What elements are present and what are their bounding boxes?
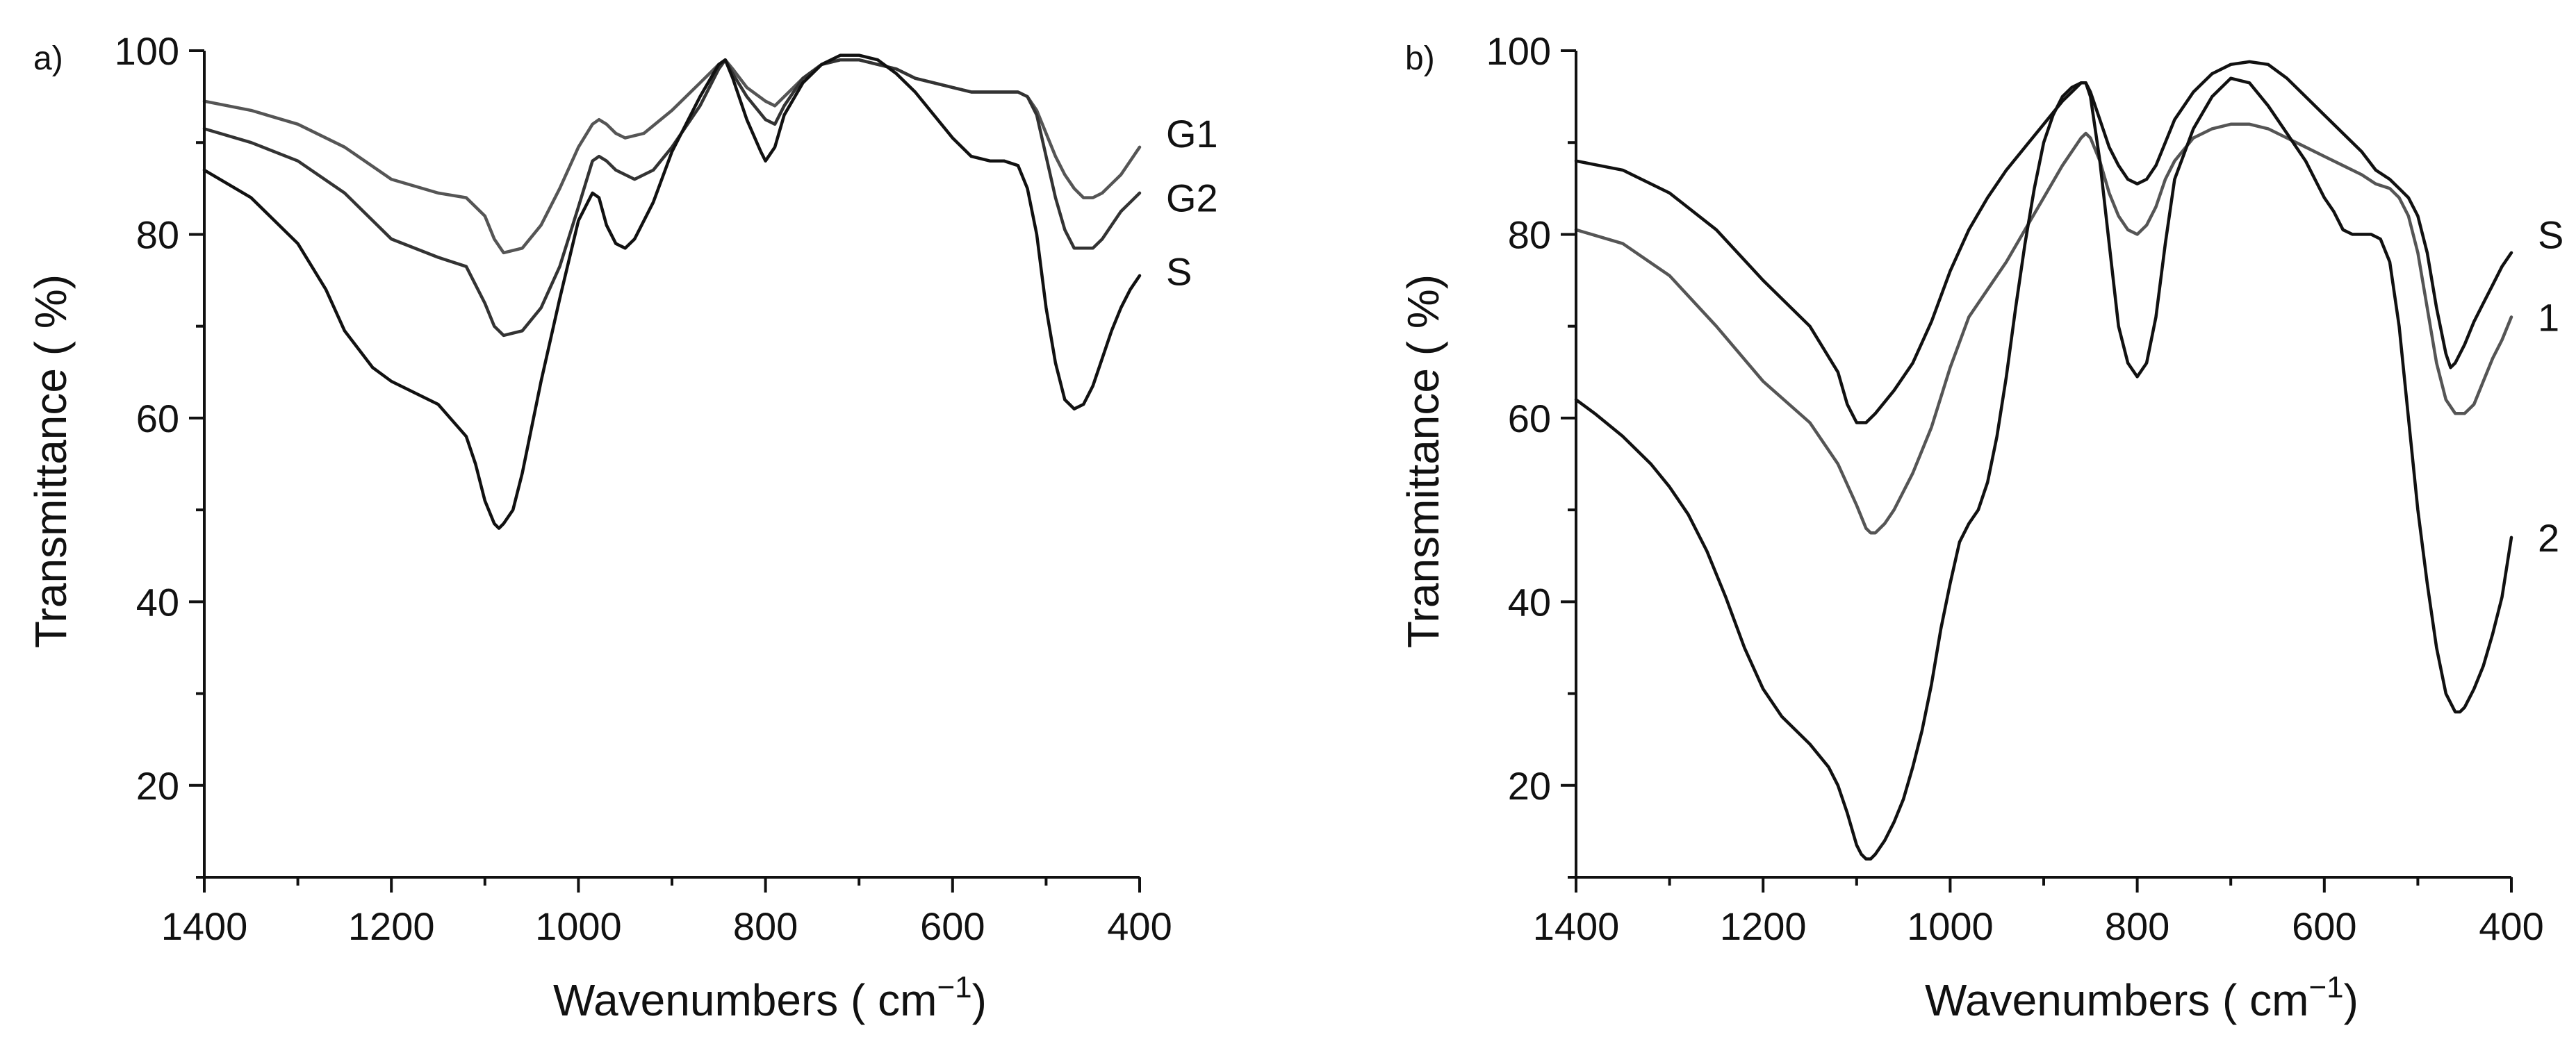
panel-a-y-tick-label: 100: [115, 29, 179, 73]
panel-b-y-tick-label: 80: [1508, 213, 1551, 256]
panel-b-y-tick-label: 40: [1508, 580, 1551, 624]
panel-a-x-tick-label: 600: [920, 904, 985, 948]
panel-b-series-1: [1574, 122, 2513, 535]
panel-a-series-label-g2: G2: [1166, 176, 1218, 220]
panel-b-x-tick-label: 1000: [1907, 904, 1994, 948]
panel-a-x-axis-title-main: Wavenumbers ( cm: [553, 975, 937, 1025]
panel-a-x-tick-label: 1000: [535, 904, 622, 948]
panel-b-y-tick-label: 20: [1508, 764, 1551, 808]
panel-a: G1 G2 S 1400 1200 1000 800 600 400 20 40 60 80 100 a…: [26, 29, 1218, 1025]
panel-a-x-axis-title: Wavenumbers ( cm−1): [553, 970, 987, 1025]
panel-b-series-2: [1574, 76, 2513, 861]
panel-a-series-g1: [202, 58, 1142, 255]
panel-b-y-axis-title: Transmittance ( %): [1398, 274, 1448, 648]
panel-a-x-tick-label: 1400: [161, 904, 248, 948]
panel-b-x-tick-label: 600: [2292, 904, 2356, 948]
panel-b-y-tick-label: 60: [1508, 397, 1551, 440]
panel-a-axes: 1400 1200 1000 800 600 400 20 40 60 80 100: [115, 29, 1172, 948]
panel-a-y-tick-label: 40: [136, 580, 179, 624]
panel-b-x-axis-title-end: ): [2344, 975, 2358, 1025]
panel-b-label: b): [1405, 40, 1435, 77]
panel-b-axes: 1400 1200 1000 800 600 400 20 40 60 80 100: [1486, 29, 2544, 948]
panel-a-x-tick-label: 1200: [348, 904, 435, 948]
panel-a-series-label-g1: G1: [1166, 112, 1218, 156]
panel-b-y-tick-label: 100: [1486, 29, 1551, 73]
panel-a-series-s: [202, 53, 1142, 530]
panel-a-label: a): [33, 40, 63, 77]
panel-a-series-group: G1 G2 S: [202, 53, 1218, 530]
panel-a-x-axis-title-sup: −1: [937, 970, 971, 1004]
panel-b-x-axis-title: Wavenumbers ( cm−1): [1925, 970, 2358, 1025]
panel-a-series-label-s: S: [1166, 249, 1192, 293]
panel-a-series-g2: [202, 58, 1142, 338]
panel-b-series-label-1: 1: [2538, 295, 2559, 339]
panel-b-x-tick-label: 1400: [1533, 904, 1620, 948]
panel-a-x-tick-label: 400: [1107, 904, 1172, 948]
panel-a-x-axis-title-end: ): [972, 975, 987, 1025]
panel-b-series-group: S 1 2: [1574, 60, 2563, 861]
panel-b-x-axis-title-main: Wavenumbers ( cm: [1925, 975, 2308, 1025]
panel-b-x-tick-label: 800: [2105, 904, 2169, 948]
panel-b-x-tick-label: 1200: [1720, 904, 1807, 948]
panel-a-y-tick-label: 20: [136, 764, 179, 808]
panel-b-series-s: [1574, 60, 2513, 424]
panel-b-x-tick-label: 400: [2479, 904, 2543, 948]
panel-b-x-axis-title-sup: −1: [2308, 970, 2343, 1004]
panel-b-series-label-s: S: [2538, 213, 2563, 256]
panel-b-series-label-2: 2: [2538, 516, 2559, 560]
panel-a-y-axis-title: Transmittance ( %): [26, 274, 76, 648]
panel-a-y-tick-label: 60: [136, 397, 179, 440]
panel-a-x-tick-label: 800: [733, 904, 798, 948]
panel-a-y-tick-label: 80: [136, 213, 179, 256]
